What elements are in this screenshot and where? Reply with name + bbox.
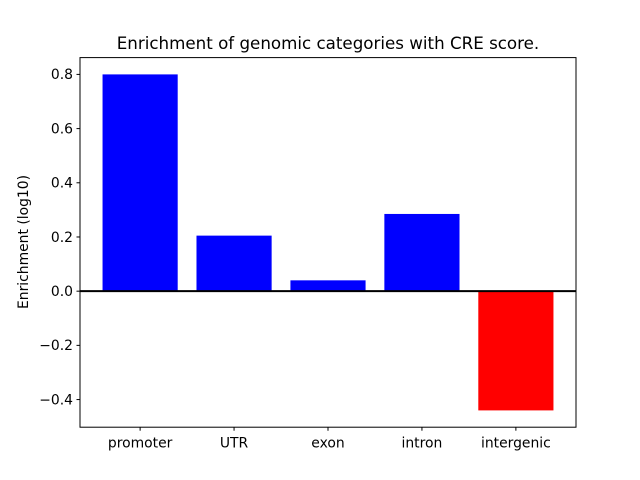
bar-UTR: [196, 235, 272, 292]
y-tick-label: 0.8: [51, 67, 73, 83]
x-tick-label-exon: exon: [311, 436, 344, 452]
bar-promoter: [102, 74, 178, 292]
chart-title: Enrichment of genomic categories with CR…: [116, 33, 540, 53]
bar-exon: [290, 280, 366, 292]
x-tick-label-UTR: UTR: [220, 436, 249, 452]
y-tick-label: 0.6: [51, 121, 73, 137]
y-tick-label: −0.2: [39, 338, 73, 354]
x-tick-label-intergenic: intergenic: [481, 436, 551, 452]
bar-intergenic: [478, 291, 554, 411]
y-tick-label: 0.0: [51, 284, 73, 300]
y-tick-label: −0.4: [39, 392, 73, 408]
bar-intron: [384, 213, 460, 292]
x-tick-label-promoter: promoter: [108, 436, 173, 452]
x-tick-label-intron: intron: [402, 436, 443, 452]
y-tick-label: 0.2: [51, 230, 73, 246]
y-tick-label: 0.4: [51, 176, 73, 192]
y-axis-label: Enrichment (log10): [16, 174, 32, 310]
